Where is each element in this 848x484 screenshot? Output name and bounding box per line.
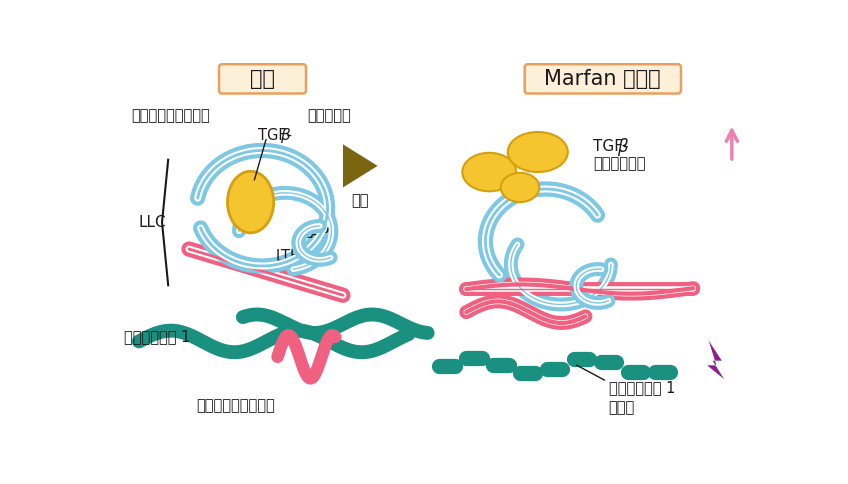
Ellipse shape bbox=[462, 153, 516, 191]
Text: 正常: 正常 bbox=[249, 69, 275, 89]
Ellipse shape bbox=[508, 132, 568, 172]
Text: 活性化刺激: 活性化刺激 bbox=[307, 108, 350, 123]
Text: β: β bbox=[280, 128, 289, 143]
Text: 細胞外マトリックス: 細胞外マトリックス bbox=[197, 399, 276, 414]
Text: 潜在型（不活化型）: 潜在型（不活化型） bbox=[131, 108, 210, 123]
Text: LAP: LAP bbox=[302, 226, 329, 241]
Ellipse shape bbox=[501, 173, 539, 202]
Text: β: β bbox=[617, 137, 628, 156]
Text: LTBP: LTBP bbox=[276, 249, 310, 264]
FancyBboxPatch shape bbox=[525, 64, 681, 93]
Polygon shape bbox=[343, 144, 377, 187]
Text: 分解: 分解 bbox=[351, 193, 369, 208]
Text: TGF-: TGF- bbox=[259, 128, 293, 143]
Polygon shape bbox=[707, 341, 724, 379]
Text: フィブリリン 1
変異体: フィブリリン 1 変異体 bbox=[609, 380, 675, 415]
Text: フィブリリン 1: フィブリリン 1 bbox=[124, 329, 190, 344]
FancyBboxPatch shape bbox=[219, 64, 306, 93]
Text: 遊離・活性化: 遊離・活性化 bbox=[594, 156, 645, 171]
Ellipse shape bbox=[227, 171, 274, 233]
Text: LLC: LLC bbox=[139, 215, 166, 230]
Text: TGF-: TGF- bbox=[594, 139, 628, 154]
Text: Marfan 症候群: Marfan 症候群 bbox=[544, 69, 661, 89]
